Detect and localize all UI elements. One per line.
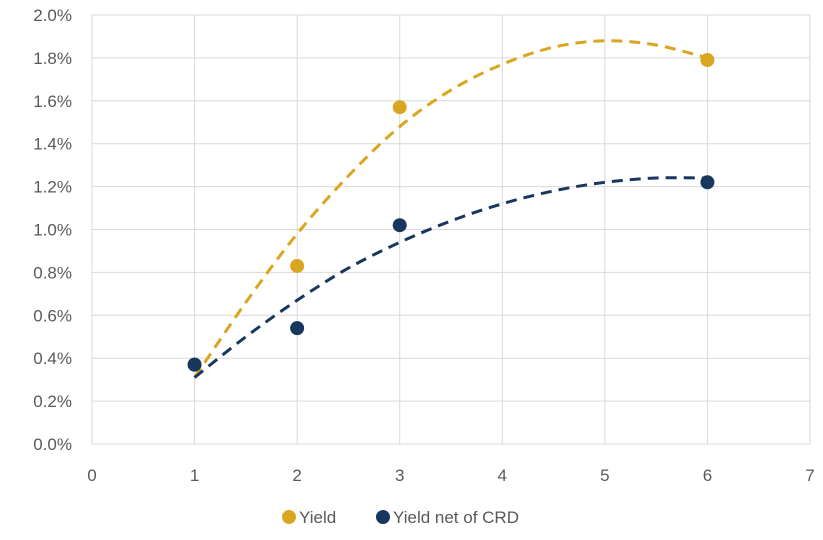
y-tick-label: 0.6% [33, 306, 72, 325]
legend: Yield Yield net of CRD [282, 508, 519, 527]
y-tick-label: 1.4% [33, 135, 72, 154]
point-yield-net-of-crd [290, 321, 305, 336]
legend-label: Yield [299, 508, 336, 527]
grid [91, 14, 811, 445]
legend-marker [282, 510, 296, 524]
x-tick-label: 5 [600, 466, 609, 485]
y-tick-label: 1.2% [33, 178, 72, 197]
point-yield-net-of-crd [187, 357, 202, 372]
trendlines [193, 39, 708, 379]
x-axis-tick-labels: 0 1 2 3 4 5 6 7 [87, 466, 814, 485]
y-tick-label: 1.8% [33, 49, 72, 68]
point-yield [700, 53, 715, 68]
y-tick-label: 1.0% [33, 221, 72, 240]
point-yield-net-of-crd [700, 175, 715, 190]
data-points [187, 53, 715, 372]
point-yield [290, 258, 305, 273]
point-yield [392, 100, 407, 115]
y-tick-label: 0.0% [33, 435, 72, 454]
y-axis-tick-labels: 0.0% 0.2% 0.4% 0.6% 0.8% 1.0% 1.2% 1.4% 1.6% 1.8%… [33, 6, 72, 454]
y-tick-label: 1.6% [33, 92, 72, 111]
y-tick-label: 0.8% [33, 263, 72, 282]
x-tick-label: 1 [190, 466, 199, 485]
x-tick-label: 6 [703, 466, 712, 485]
x-tick-label: 3 [395, 466, 404, 485]
trendline-yield [193, 39, 708, 379]
y-tick-label: 0.2% [33, 392, 72, 411]
point-yield-net-of-crd [392, 218, 407, 233]
x-tick-label: 2 [292, 466, 301, 485]
x-tick-label: 0 [87, 466, 96, 485]
legend-marker [376, 510, 390, 524]
legend-label: Yield net of CRD [393, 508, 519, 527]
x-tick-label: 4 [498, 466, 507, 485]
y-tick-label: 0.4% [33, 349, 72, 368]
x-tick-label: 7 [805, 466, 814, 485]
trendline-yield-net-of-crd [193, 176, 708, 379]
y-tick-label: 2.0% [33, 6, 72, 25]
